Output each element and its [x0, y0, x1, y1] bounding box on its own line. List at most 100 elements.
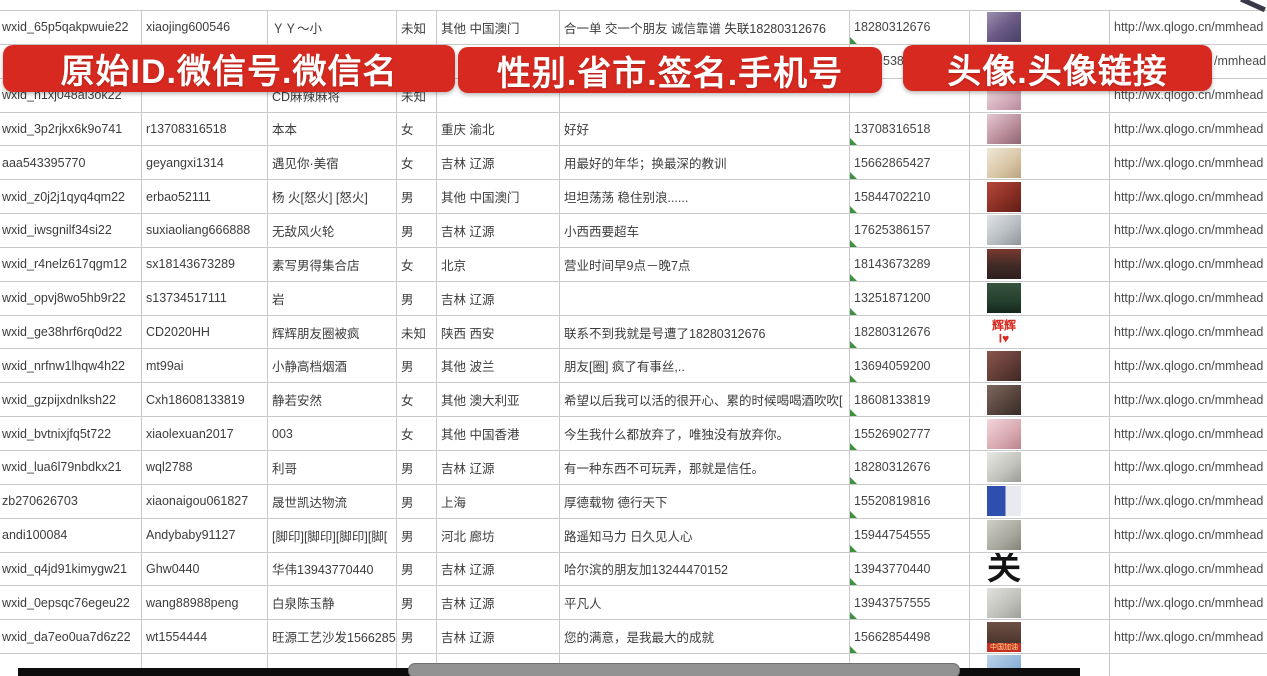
- wxid-cell[interactable]: wxid_bvtnixjfq5t722: [0, 417, 142, 450]
- gender-cell[interactable]: 女: [397, 417, 437, 450]
- wechat-id-cell[interactable]: xiaojing600546: [142, 11, 268, 44]
- signature-cell[interactable]: [560, 281, 850, 315]
- region-cell[interactable]: 陕西 西安: [437, 315, 560, 349]
- avatar-url-cell[interactable]: http://wx.qlogo.cn/mmhead: [1114, 223, 1264, 238]
- gender-cell[interactable]: 未知: [397, 11, 437, 44]
- gender-cell[interactable]: 男: [397, 450, 437, 484]
- signature-cell[interactable]: 希望以后我可以活的很开心、累的时候喝喝酒吹吹[: [560, 383, 850, 417]
- phone-cell[interactable]: 18608133819: [850, 383, 970, 417]
- gender-cell[interactable]: 未知: [397, 315, 437, 349]
- wxid-cell[interactable]: [0, 654, 142, 676]
- gender-cell[interactable]: 男: [397, 214, 437, 247]
- wechat-name-cell[interactable]: 白泉陈玉静: [268, 586, 397, 620]
- avatar-cell[interactable]: [970, 11, 1110, 44]
- wechat-name-cell[interactable]: 无敌风火轮: [268, 214, 397, 247]
- avatar-cell[interactable]: [970, 146, 1110, 180]
- signature-cell[interactable]: 有一种东西不可玩弄，那就是信任。: [560, 450, 850, 484]
- wxid-cell[interactable]: wxid_0epsqc76egeu22: [0, 586, 142, 620]
- gender-cell[interactable]: 男: [397, 586, 437, 620]
- region-cell[interactable]: 其他 中国香港: [437, 417, 560, 450]
- phone-cell[interactable]: 15944754555: [850, 518, 970, 552]
- wechat-id-cell[interactable]: wang88988peng: [142, 586, 268, 620]
- wechat-id-cell[interactable]: wql2788: [142, 450, 268, 484]
- phone-cell[interactable]: 18280312676: [850, 315, 970, 349]
- signature-cell[interactable]: 用最好的年华；换最深的教训: [560, 146, 850, 180]
- gender-cell[interactable]: 女: [397, 146, 437, 180]
- wxid-cell[interactable]: wxid_3p2rjkx6k9o741: [0, 112, 142, 146]
- scrollbar-thumb[interactable]: [408, 663, 960, 676]
- wechat-name-cell[interactable]: 杨 火[怒火] [怒火]: [268, 180, 397, 214]
- phone-cell[interactable]: [850, 654, 970, 676]
- avatar-cell[interactable]: [970, 247, 1110, 281]
- avatar-cell[interactable]: 关: [970, 552, 1110, 586]
- region-cell[interactable]: 吉林 辽源: [437, 450, 560, 484]
- wechat-name-cell[interactable]: [脚印][脚印][脚印][脚[: [268, 518, 397, 552]
- wxid-cell[interactable]: wxid_r4nelz617qgm12: [0, 247, 142, 281]
- wxid-cell[interactable]: andi100084: [0, 518, 142, 552]
- wechat-id-cell[interactable]: [142, 654, 268, 676]
- wechat-name-cell[interactable]: 遇见你·美宿: [268, 146, 397, 180]
- phone-cell[interactable]: 15520819816: [850, 484, 970, 518]
- avatar-url-cell[interactable]: http://wx.qlogo.cn/mmhead: [1114, 20, 1264, 35]
- region-cell[interactable]: 吉林 辽源: [437, 586, 560, 620]
- wechat-id-cell[interactable]: xiaolexuan2017: [142, 417, 268, 450]
- region-cell[interactable]: 其他 波兰: [437, 349, 560, 383]
- signature-cell[interactable]: 平凡人: [560, 586, 850, 620]
- wechat-name-cell[interactable]: 辉辉朋友圈被疯: [268, 315, 397, 349]
- region-cell[interactable]: 其他 澳大利亚: [437, 383, 560, 417]
- wechat-id-cell[interactable]: mt99ai: [142, 349, 268, 383]
- region-cell[interactable]: 河北 廊坊: [437, 518, 560, 552]
- avatar-url-cell[interactable]: http://wx.qlogo.cn/mmhead: [1114, 629, 1264, 644]
- avatar-url-cell[interactable]: http://wx.qlogo.cn/mmhead: [1114, 121, 1264, 136]
- avatar-cell[interactable]: [970, 484, 1110, 518]
- avatar-cell[interactable]: [970, 214, 1110, 247]
- phone-cell[interactable]: 13708316518: [850, 112, 970, 146]
- avatar-url-cell[interactable]: http://wx.qlogo.cn/mmhead: [1114, 358, 1264, 373]
- wechat-id-cell[interactable]: r13708316518: [142, 112, 268, 146]
- wechat-name-cell[interactable]: 小静高档烟酒: [268, 349, 397, 383]
- signature-cell[interactable]: 联系不到我就是号遭了18280312676: [560, 315, 850, 349]
- phone-cell[interactable]: 13943757555: [850, 586, 970, 620]
- avatar-url-cell[interactable]: http://wx.qlogo.cn/mmhead: [1114, 460, 1264, 475]
- signature-cell[interactable]: [560, 78, 850, 112]
- wxid-cell[interactable]: wxid_gzpijxdnlksh22: [0, 383, 142, 417]
- wechat-id-cell[interactable]: [142, 78, 268, 112]
- avatar-cell[interactable]: [970, 518, 1110, 552]
- wechat-id-cell[interactable]: Ghw0440: [142, 552, 268, 586]
- gender-cell[interactable]: 男: [397, 620, 437, 654]
- gender-cell[interactable]: 未知: [397, 78, 437, 112]
- gender-cell[interactable]: 女: [397, 247, 437, 281]
- region-cell[interactable]: [437, 78, 560, 112]
- avatar-url-cell[interactable]: http://wx.qlogo.cn/mmhead: [1114, 528, 1264, 543]
- wechat-name-cell[interactable]: [268, 654, 397, 676]
- wxid-cell[interactable]: wxid_lua6l79nbdkx21: [0, 450, 142, 484]
- avatar-cell[interactable]: [970, 450, 1110, 484]
- wxid-cell[interactable]: zb270626703: [0, 484, 142, 518]
- wechat-name-cell[interactable]: 003: [268, 417, 397, 450]
- avatar-url-cell[interactable]: http://wx.qlogo.cn/mmhead: [1114, 595, 1264, 610]
- phone-cell[interactable]: 13694059200: [850, 349, 970, 383]
- phone-cell[interactable]: 13943770440: [850, 552, 970, 586]
- avatar-cell[interactable]: [970, 586, 1110, 620]
- phone-cell[interactable]: 15844702210: [850, 180, 970, 214]
- wechat-name-cell[interactable]: 晟世凯达物流: [268, 484, 397, 518]
- gender-cell[interactable]: 男: [397, 518, 437, 552]
- wechat-id-cell[interactable]: erbao52111: [142, 180, 268, 214]
- signature-cell[interactable]: 今生我什么都放弃了，唯独没有放弃你。: [560, 417, 850, 450]
- region-cell[interactable]: 其他 中国澳门: [437, 11, 560, 44]
- avatar-url-cell[interactable]: http://wx.qlogo.cn/mmhead: [1114, 88, 1264, 103]
- phone-cell[interactable]: 18280312676: [850, 450, 970, 484]
- region-cell[interactable]: 吉林 辽源: [437, 214, 560, 247]
- gender-cell[interactable]: 男: [397, 180, 437, 214]
- wechat-id-cell[interactable]: sx18143673289: [142, 247, 268, 281]
- avatar-url-cell[interactable]: http://wx.qlogo.cn/mmhead: [1114, 325, 1264, 340]
- wechat-name-cell[interactable]: 华伟13943770440: [268, 552, 397, 586]
- signature-cell[interactable]: 哈尔滨的朋友加13244470152: [560, 552, 850, 586]
- wechat-name-cell[interactable]: 本本: [268, 112, 397, 146]
- wechat-id-cell[interactable]: xiaonaigou061827: [142, 484, 268, 518]
- wechat-name-cell[interactable]: 旺源工艺沙发15662854: [268, 620, 397, 654]
- signature-cell[interactable]: 小西西要超车: [560, 214, 850, 247]
- wxid-cell[interactable]: wxid_q4jd91kimygw21: [0, 552, 142, 586]
- signature-cell[interactable]: 合一单 交一个朋友 诚信靠谱 失联18280312676: [560, 11, 850, 44]
- region-cell[interactable]: 北京: [437, 247, 560, 281]
